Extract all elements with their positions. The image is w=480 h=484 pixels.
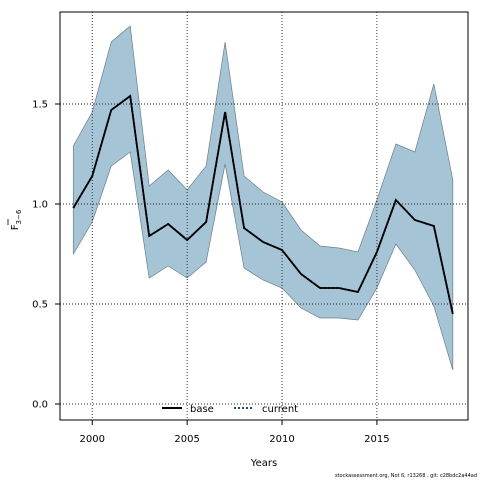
y-axis-title-sub: 3−6	[15, 209, 23, 224]
x-tick-label: 2000	[80, 434, 105, 445]
x-axis: 2000 2005 2010 2015	[80, 420, 390, 445]
y-tick-label: 1.0	[32, 200, 48, 211]
series-layer	[72, 94, 454, 315]
x-tick-label: 2010	[269, 434, 294, 445]
y-axis-title-main: F	[10, 224, 21, 230]
confidence-band-layer	[72, 25, 454, 371]
footer-text: stockassessment.org, Not ß, r13268 , git…	[335, 473, 477, 479]
y-tick-label: 0.0	[32, 400, 48, 411]
legend-label-base: base	[190, 404, 214, 415]
series-line-current	[72, 94, 454, 315]
y-tick-label: 1.5	[32, 100, 48, 111]
y-tick-label: 0.5	[32, 300, 48, 311]
legend: base current	[162, 404, 298, 415]
svg-text:F3−6: F3−6	[10, 209, 23, 230]
confidence-band	[72, 25, 454, 371]
y-axis: 0.0 0.5 1.0 1.5	[32, 100, 60, 411]
x-tick-label: 2005	[174, 434, 199, 445]
legend-label-current: current	[262, 404, 298, 415]
y-axis-title: F3−6	[7, 209, 23, 230]
plot-frame	[59, 11, 469, 421]
x-tick-label: 2015	[364, 434, 389, 445]
x-axis-title: Years	[250, 458, 277, 469]
